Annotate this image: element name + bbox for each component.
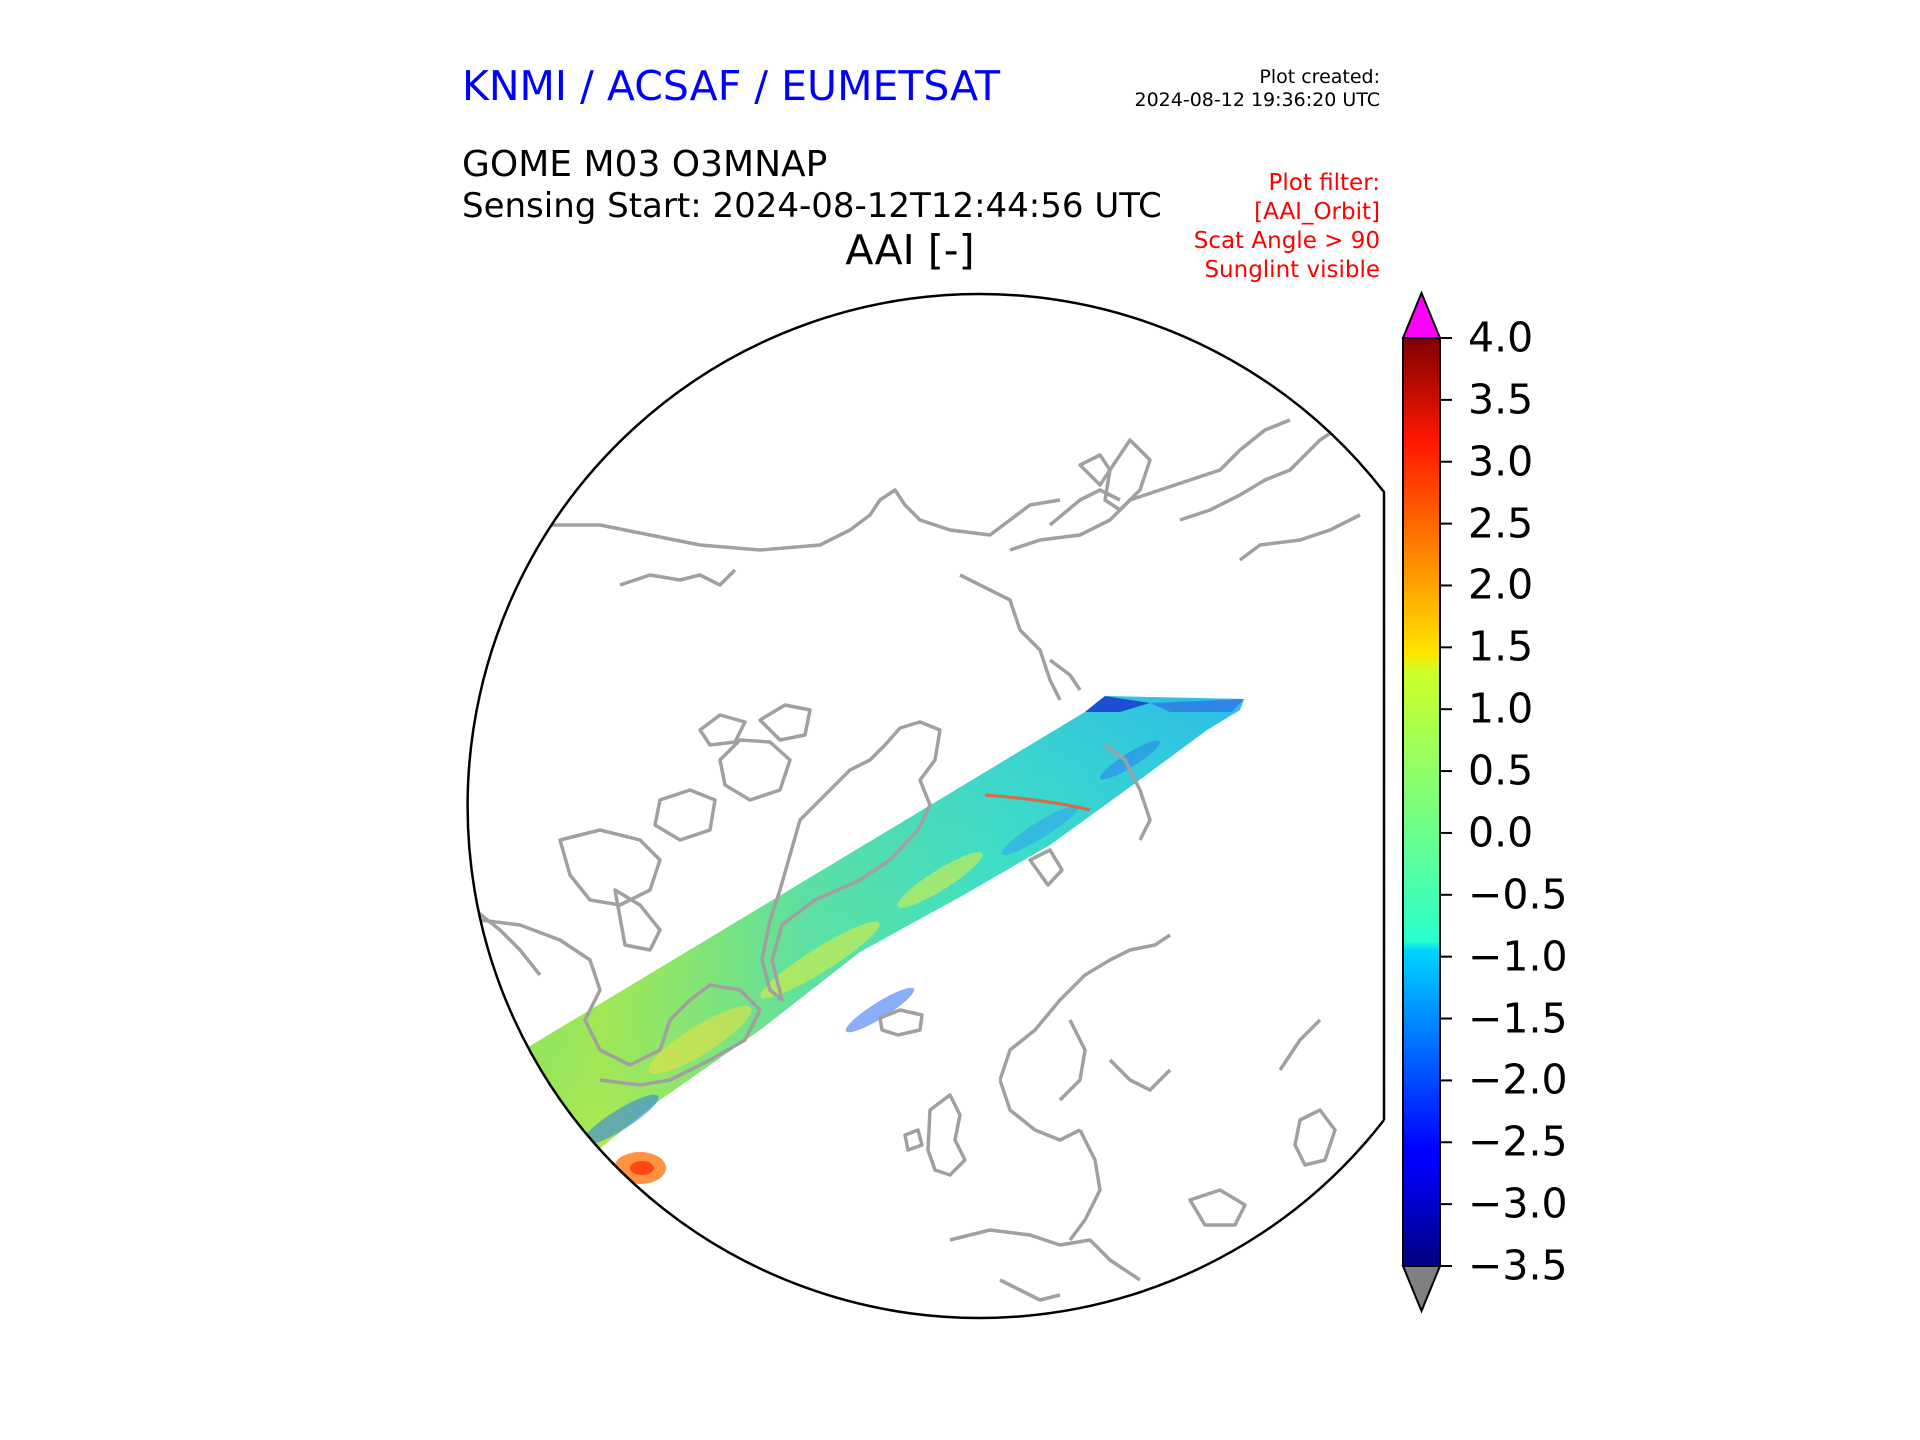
filter-sunglint: Sunglint visible [1204, 257, 1380, 283]
colorbar-tick-label: −3.5 [1468, 1241, 1568, 1290]
colorbar-tick-label: −2.5 [1468, 1117, 1568, 1166]
filter-orbit: [AAI_Orbit] [1254, 199, 1380, 225]
colorbar-gradient [1403, 338, 1440, 1266]
colorbar-tick-label: −1.0 [1468, 932, 1568, 981]
colorbar-tick-label: 2.5 [1468, 499, 1534, 548]
org-title: KNMI / ACSAF / EUMETSAT [462, 62, 1001, 110]
filter-scat-angle: Scat Angle > 90 [1193, 228, 1380, 254]
colorbar-tick-label: −1.5 [1468, 994, 1568, 1043]
colorbar-tick-label: −0.5 [1468, 870, 1568, 919]
colorbar-tick-label: 0.5 [1468, 746, 1534, 795]
colorbar-over-extension [1401, 290, 1442, 339]
colorbar-tick-label: −2.0 [1468, 1055, 1568, 1104]
colorbar-tick-label: −3.0 [1468, 1179, 1568, 1228]
filter-label: Plot filter: [1268, 170, 1380, 196]
coastlines [473, 418, 1361, 1302]
colorbar-tick-label: 2.0 [1468, 560, 1534, 609]
variable-title: AAI [-] [845, 226, 975, 274]
colorbar-tick-label: 3.0 [1468, 437, 1534, 486]
orbit-swath [467, 696, 1244, 1210]
product-name: GOME M03 O3MNAP [462, 144, 828, 185]
colorbar-under-extension [1401, 1265, 1442, 1314]
sensing-start: Sensing Start: 2024-08-12T12:44:56 UTC [462, 186, 1162, 226]
colorbar-tick-label: 3.5 [1468, 375, 1534, 424]
plot-created-timestamp: 2024-08-12 19:36:20 UTC [1134, 89, 1381, 111]
plot-created-label: Plot created: [1259, 66, 1380, 88]
colorbar-tick-label: 0.0 [1468, 808, 1534, 857]
colorbar-frame [1402, 337, 1441, 1267]
colorbar-tick-label: 4.0 [1468, 313, 1534, 362]
map-boundary [466, 292, 1386, 1320]
colorbar-tick-label: 1.5 [1468, 622, 1534, 671]
colorbar-tick-label: 1.0 [1468, 684, 1534, 733]
